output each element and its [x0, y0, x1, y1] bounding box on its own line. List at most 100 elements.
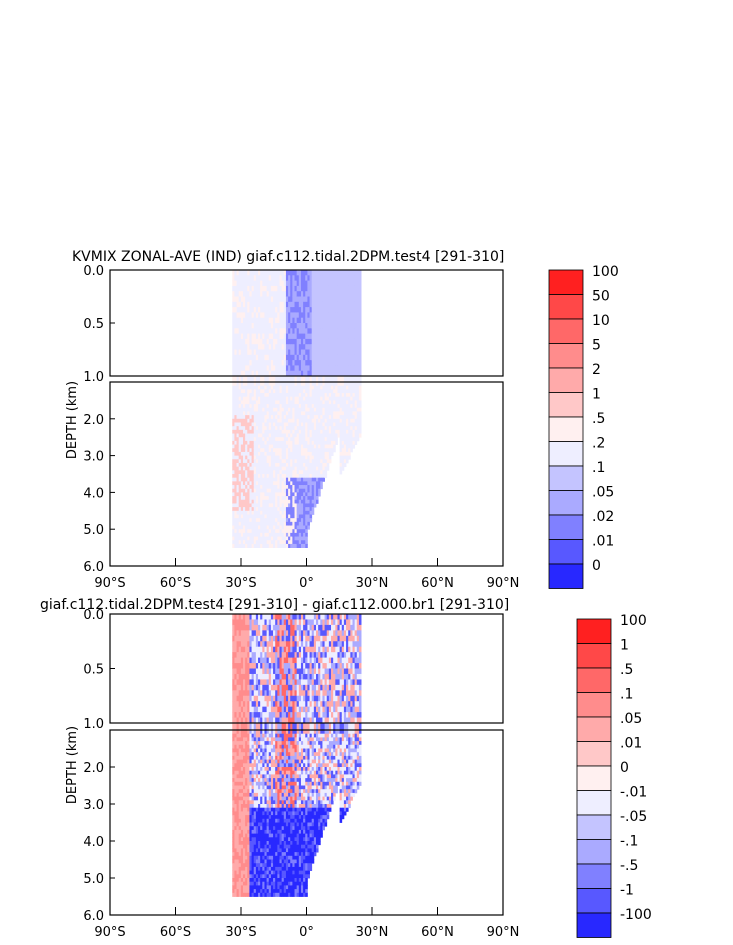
data-cell	[298, 291, 302, 297]
data-cell	[264, 885, 268, 890]
data-cell	[243, 518, 246, 523]
data-cell	[264, 796, 268, 801]
data-cell	[350, 360, 353, 366]
data-cell	[346, 404, 349, 409]
data-cell	[333, 422, 336, 427]
data-cell	[255, 393, 259, 398]
data-cell	[315, 396, 319, 401]
data-cell	[234, 870, 237, 875]
data-cell	[292, 499, 295, 504]
data-cell	[275, 492, 278, 497]
data-cell	[266, 400, 270, 405]
data-cell	[240, 492, 244, 497]
data-cell	[283, 440, 287, 445]
data-cell	[255, 396, 259, 401]
data-cell	[238, 437, 242, 442]
data-cell	[232, 822, 235, 827]
data-cell	[292, 451, 295, 456]
data-cell	[354, 312, 358, 319]
data-cell	[279, 744, 283, 749]
data-cell	[260, 826, 263, 831]
data-cell	[290, 459, 293, 464]
data-cell	[268, 690, 272, 697]
data-cell	[270, 752, 274, 757]
data-cell	[268, 389, 272, 394]
data-cell	[277, 426, 280, 431]
data-cell	[255, 440, 259, 445]
data-cell	[277, 291, 280, 297]
data-cell	[270, 668, 274, 675]
data-cell	[328, 393, 332, 398]
data-cell	[240, 885, 244, 890]
data-cell	[236, 426, 240, 431]
data-cell	[249, 507, 252, 512]
data-cell	[236, 407, 240, 412]
data-cell	[251, 785, 255, 790]
data-cell	[258, 462, 261, 468]
data-cell	[238, 759, 242, 764]
data-cell	[300, 365, 304, 372]
data-cell	[236, 451, 240, 456]
data-cell	[277, 400, 280, 405]
data-cell	[300, 433, 304, 438]
data-cell	[339, 301, 343, 308]
data-cell	[245, 396, 248, 401]
data-cell	[249, 807, 252, 812]
data-cell	[285, 440, 289, 445]
data-cell	[328, 411, 332, 416]
data-cell	[255, 695, 259, 702]
data-cell	[243, 844, 246, 849]
data-cell	[350, 426, 353, 431]
data-cell	[350, 422, 353, 427]
data-cell	[324, 312, 328, 319]
data-cell	[333, 317, 336, 324]
data-cell	[275, 811, 278, 816]
data-cell	[255, 755, 259, 760]
data-cell	[294, 507, 298, 512]
data-cell	[281, 451, 285, 456]
data-cell	[281, 514, 285, 519]
data-cell	[313, 349, 317, 356]
data-cell	[277, 863, 280, 868]
data-cell	[247, 280, 250, 287]
data-cell	[333, 323, 336, 329]
data-cell	[279, 317, 283, 324]
data-cell	[251, 826, 255, 831]
data-cell	[283, 370, 287, 377]
data-cell	[315, 415, 319, 420]
data-cell	[281, 448, 285, 453]
data-cell	[260, 376, 263, 387]
data-cell	[350, 328, 353, 334]
data-cell	[315, 474, 319, 479]
data-cell	[240, 826, 244, 831]
data-cell	[249, 488, 252, 493]
data-cell	[243, 614, 246, 620]
data-cell	[281, 737, 285, 742]
data-cell	[260, 759, 263, 764]
data-cell	[258, 338, 261, 345]
data-cell	[303, 514, 306, 519]
data-cell	[298, 451, 302, 456]
data-cell	[268, 349, 272, 356]
data-cell	[315, 429, 319, 434]
data-cell	[358, 404, 362, 409]
data-cell	[266, 892, 270, 897]
data-cell	[322, 477, 325, 482]
data-cell	[288, 338, 291, 345]
data-cell	[240, 744, 244, 749]
data-cell	[273, 370, 276, 377]
data-cell	[255, 652, 259, 658]
data-cell	[251, 833, 255, 838]
data-cell	[243, 859, 246, 864]
data-cell	[232, 796, 235, 801]
data-cell	[264, 763, 268, 768]
data-cell	[240, 323, 244, 329]
data-cell	[247, 804, 250, 809]
data-cell	[320, 470, 323, 475]
data-cell	[350, 433, 353, 438]
data-cell	[292, 389, 295, 394]
data-cell	[260, 723, 263, 735]
data-cell	[346, 312, 349, 319]
data-cell	[247, 376, 250, 387]
data-cell	[236, 741, 240, 746]
